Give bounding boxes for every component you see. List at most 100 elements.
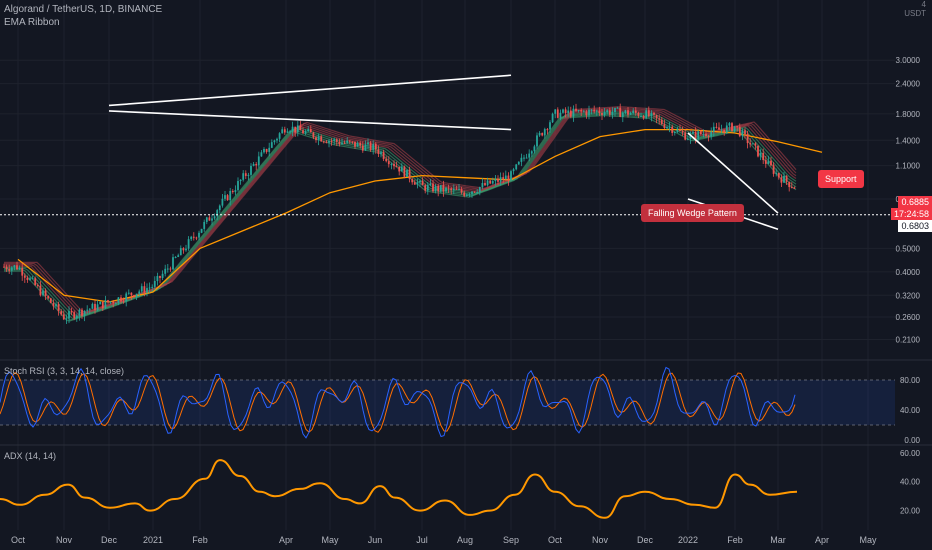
candle-body bbox=[653, 112, 655, 115]
candle-body bbox=[172, 257, 174, 270]
candle-body bbox=[705, 133, 707, 137]
candle-body bbox=[257, 156, 260, 166]
candle-body bbox=[96, 304, 99, 311]
candle-body bbox=[57, 304, 60, 312]
x-tick-label: Nov bbox=[56, 535, 73, 545]
candle-body bbox=[94, 303, 96, 311]
candle-body bbox=[759, 153, 762, 157]
candle-body bbox=[283, 129, 286, 133]
candle-body bbox=[203, 221, 206, 229]
candle-body bbox=[320, 136, 323, 142]
candle-body bbox=[655, 114, 658, 119]
candle-body bbox=[156, 276, 159, 281]
candle-body bbox=[341, 142, 343, 145]
candle-body bbox=[153, 280, 156, 287]
candle-body bbox=[200, 228, 203, 233]
candle-body bbox=[624, 110, 627, 113]
candle-body bbox=[161, 273, 164, 278]
candle-body bbox=[281, 129, 284, 134]
y-axis: 3.00002.40001.80001.40001.10000.80000.50… bbox=[896, 56, 921, 344]
candle-body bbox=[8, 269, 11, 271]
candle-body bbox=[107, 300, 109, 303]
candle-body bbox=[377, 149, 380, 154]
candle-body bbox=[268, 147, 271, 152]
candle-body bbox=[403, 166, 406, 177]
candle-body bbox=[429, 183, 432, 186]
candle-body bbox=[536, 135, 538, 147]
symbol-title: Algorand / TetherUS, 1D, BINANCE bbox=[4, 4, 163, 15]
candle-body bbox=[166, 268, 169, 270]
candle-body bbox=[416, 182, 419, 185]
candle-body bbox=[65, 318, 68, 320]
candle-body bbox=[99, 301, 102, 305]
candle-body bbox=[242, 173, 245, 180]
candle-body bbox=[770, 160, 772, 166]
candle-body bbox=[276, 138, 278, 141]
candle-body bbox=[260, 152, 263, 157]
candle-body bbox=[424, 185, 427, 191]
candle-body bbox=[211, 218, 213, 221]
candle-body bbox=[728, 123, 731, 126]
candle-body bbox=[749, 143, 752, 145]
candle-body bbox=[499, 177, 502, 182]
candle-body bbox=[187, 239, 190, 249]
candle-body bbox=[671, 126, 674, 133]
wedge-lower-2021-line[interactable] bbox=[108, 110, 512, 131]
wedge-callout[interactable]: Falling Wedge Pattern bbox=[641, 204, 744, 222]
candle-body bbox=[185, 248, 187, 251]
candle-body bbox=[101, 301, 104, 309]
candle-body bbox=[507, 175, 510, 181]
x-tick-label: Dec bbox=[637, 535, 654, 545]
stoch-rsi-pane[interactable]: 80.00 40.00 0.00 bbox=[0, 366, 921, 446]
candle-body bbox=[554, 109, 557, 114]
candle-body bbox=[551, 113, 554, 123]
adx-pane[interactable]: 60.00 40.00 20.00 bbox=[0, 449, 921, 519]
candle-body bbox=[702, 133, 705, 135]
candle-body bbox=[614, 107, 616, 113]
candle-body bbox=[338, 141, 341, 145]
candle-body bbox=[783, 175, 785, 183]
x-tick-label: Jul bbox=[416, 535, 428, 545]
candle-body bbox=[666, 126, 668, 128]
candle-body bbox=[762, 153, 765, 161]
candle-body bbox=[489, 180, 492, 184]
candle-body bbox=[109, 301, 112, 303]
candle-body bbox=[421, 180, 424, 186]
support-callout[interactable]: Support bbox=[818, 170, 864, 188]
candle-body bbox=[322, 141, 325, 143]
y-tick-label: 1.8000 bbox=[896, 110, 921, 119]
wedge-upper-2021-line[interactable] bbox=[108, 74, 512, 107]
candle-body bbox=[151, 286, 154, 288]
wedge-upper-2022-line[interactable] bbox=[687, 132, 779, 214]
candle-body bbox=[70, 311, 73, 313]
candle-body bbox=[252, 164, 255, 166]
price-pane[interactable] bbox=[0, 74, 895, 324]
candle-body bbox=[169, 268, 172, 270]
candle-body bbox=[351, 141, 354, 143]
candle-body bbox=[182, 248, 185, 251]
adx-y-tick: 40.00 bbox=[900, 478, 921, 487]
candle-body bbox=[289, 131, 291, 133]
candle-body bbox=[192, 236, 195, 238]
candle-body bbox=[325, 141, 328, 143]
candle-body bbox=[640, 115, 642, 117]
candle-body bbox=[754, 143, 757, 146]
candle-body bbox=[16, 265, 18, 270]
candle-body bbox=[523, 157, 525, 159]
candle-body bbox=[707, 136, 710, 138]
candle-body bbox=[541, 133, 544, 136]
candle-body bbox=[668, 126, 671, 128]
candle-body bbox=[595, 110, 598, 112]
candle-body bbox=[10, 267, 13, 271]
candle-body bbox=[608, 110, 611, 115]
candle-body bbox=[580, 109, 583, 112]
candle-body bbox=[684, 132, 687, 140]
candle-body bbox=[715, 126, 718, 128]
candle-body bbox=[159, 276, 161, 278]
candle-body bbox=[208, 217, 211, 221]
candle-body bbox=[437, 185, 440, 192]
candle-body bbox=[83, 310, 86, 316]
candle-body bbox=[317, 136, 320, 141]
candle-body bbox=[174, 256, 177, 258]
candle-body bbox=[491, 181, 494, 184]
